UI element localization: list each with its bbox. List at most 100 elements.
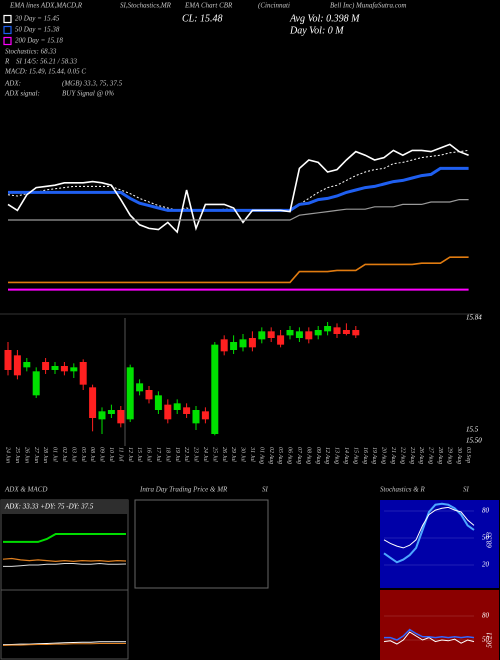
x-tick-label: 08 Jul bbox=[89, 447, 95, 462]
x-tick-label: 26 Jul bbox=[221, 447, 227, 462]
series-line bbox=[8, 199, 469, 221]
header-text: SI,Stochastics,MR bbox=[120, 2, 172, 10]
candle-body bbox=[333, 327, 341, 334]
candle-body bbox=[89, 387, 97, 418]
candle-body bbox=[201, 411, 209, 420]
x-tick-label: 13 Aug bbox=[334, 447, 340, 464]
series-line bbox=[3, 533, 126, 543]
x-tick-label: 23 Aug bbox=[409, 447, 415, 464]
x-tick-label: 16 Jul bbox=[146, 447, 152, 462]
candle-body bbox=[324, 326, 332, 332]
x-tick-label: 02 Jul bbox=[61, 447, 67, 462]
candle-body bbox=[107, 410, 115, 414]
candle-body bbox=[305, 331, 313, 340]
y-tick-label: 80 bbox=[482, 612, 490, 620]
legend-label: 20 Day = 15.45 bbox=[15, 15, 60, 23]
panel-strip bbox=[1, 500, 128, 514]
x-tick-label: 15 Aug bbox=[352, 447, 358, 464]
x-tick-label: 28 Aug bbox=[437, 447, 443, 464]
x-tick-label: 17 Jul bbox=[155, 447, 161, 462]
legend-swatch bbox=[3, 36, 12, 46]
candle-body bbox=[314, 330, 322, 336]
adx-value: (MGB) 33.3, 75, 37.5 bbox=[62, 80, 123, 88]
candle-body bbox=[51, 366, 59, 370]
candle-body bbox=[286, 330, 294, 336]
x-tick-label: 12 Aug bbox=[324, 447, 330, 464]
x-tick-label: 15 Jul bbox=[136, 447, 142, 462]
candle-body bbox=[220, 339, 228, 352]
x-tick-label: 21 Aug bbox=[390, 447, 396, 464]
stochastics-value: Stochastics: 68.33 bbox=[5, 48, 57, 56]
candle-body bbox=[352, 330, 360, 336]
x-tick-label: 20 Aug bbox=[381, 447, 387, 464]
panel-title: SI bbox=[262, 486, 269, 494]
adx-label: ADX: bbox=[4, 80, 21, 88]
candle-body bbox=[192, 410, 200, 424]
candle-body bbox=[164, 404, 172, 420]
x-tick-label: 29 Jul bbox=[230, 447, 236, 462]
x-tick-label: 01 Aug bbox=[258, 447, 264, 464]
x-tick-label: 14 Aug bbox=[343, 447, 350, 464]
y-tick-label: 80 bbox=[482, 507, 490, 515]
panel-title: Intra Day Trading Price & MR bbox=[139, 486, 228, 494]
macd-value: MACD: 15.49, 15.44, 0.05 C bbox=[4, 68, 86, 76]
panel-title: SI bbox=[463, 486, 470, 494]
rsi-value: SI 14/5: 56.21 / 58.33 bbox=[16, 58, 78, 66]
x-tick-label: 25 Jun bbox=[14, 447, 20, 463]
x-tick-label: 30 Jul bbox=[240, 446, 246, 462]
legend-swatch bbox=[3, 25, 12, 35]
x-tick-label: 09 Aug bbox=[315, 447, 321, 464]
price-label: 15.84 bbox=[466, 314, 482, 322]
series-line bbox=[383, 502, 475, 564]
legend-label: 50 Day = 15.38 bbox=[15, 26, 60, 34]
x-tick-label: 16 Aug bbox=[362, 447, 368, 464]
series-line bbox=[383, 506, 475, 549]
candle-body bbox=[154, 395, 162, 410]
x-tick-label: 29 Aug bbox=[446, 447, 452, 464]
series-line bbox=[7, 143, 469, 234]
x-tick-label: 09 Jul bbox=[99, 447, 105, 462]
price-label: 15.5 bbox=[466, 426, 479, 434]
candle-body bbox=[173, 403, 181, 410]
x-tick-label: 25 Jul bbox=[211, 447, 217, 462]
price-label: 15.50 bbox=[466, 437, 482, 445]
x-tick-label: 10 Jul bbox=[108, 447, 114, 462]
x-tick-label: 06 Aug bbox=[287, 447, 293, 464]
x-tick-label: 02 Aug bbox=[268, 447, 274, 464]
candle-body bbox=[60, 366, 68, 372]
candle-body bbox=[70, 367, 78, 372]
candle-body bbox=[117, 410, 125, 424]
x-tick-label: 23 Jul bbox=[193, 447, 199, 462]
x-tick-label: 19 Jul bbox=[174, 447, 180, 462]
x-tick-label: 01 Jul bbox=[52, 447, 58, 462]
series-line bbox=[3, 562, 127, 567]
candle-body bbox=[79, 362, 87, 385]
series-line bbox=[8, 256, 469, 284]
candle-body bbox=[42, 362, 50, 370]
x-tick-label: 30 Aug bbox=[456, 446, 462, 464]
panel-rsi bbox=[380, 590, 499, 660]
x-tick-label: 18 Jul bbox=[164, 447, 170, 462]
candle-body bbox=[98, 411, 106, 420]
candle-body bbox=[277, 335, 285, 345]
x-tick-label: 05 Jul bbox=[80, 447, 86, 462]
candle-body bbox=[13, 355, 21, 376]
x-tick-label: 03 Sep bbox=[465, 447, 471, 463]
panel-value: 68.33 bbox=[486, 532, 494, 548]
header-text: Bell Inc) MunafaSutra.com bbox=[330, 2, 406, 10]
candle-body bbox=[211, 344, 219, 434]
x-tick-label: 19 Aug bbox=[371, 447, 377, 464]
candle-body bbox=[230, 342, 238, 350]
candle-body bbox=[248, 338, 256, 348]
y-tick-label: 50 bbox=[482, 636, 490, 644]
panel-stochastics bbox=[380, 500, 499, 588]
panel-intraday bbox=[134, 499, 269, 589]
x-tick-label: 11 Jul bbox=[117, 447, 123, 462]
candle-body bbox=[136, 383, 144, 392]
series-line bbox=[383, 631, 475, 645]
adx-signal: BUY Signal @ 0% bbox=[62, 90, 114, 98]
x-tick-label: 31 Jul bbox=[249, 446, 255, 462]
close-price: CL: 15.48 bbox=[182, 13, 223, 24]
candle-body bbox=[295, 331, 303, 338]
